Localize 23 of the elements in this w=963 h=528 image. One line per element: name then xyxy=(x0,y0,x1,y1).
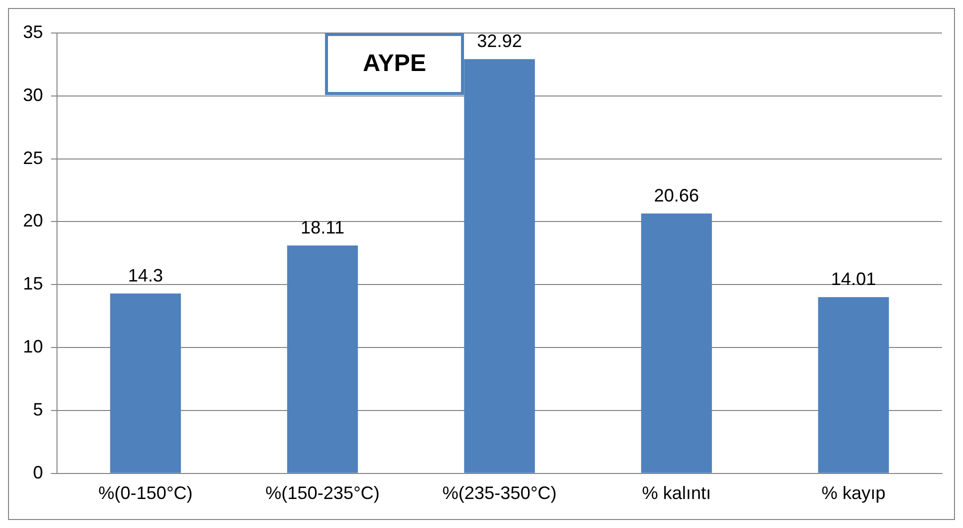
y-tick-label: 35 xyxy=(22,22,44,42)
data-label: 32.92 xyxy=(476,31,522,52)
x-tick-label: %(0-150°C) xyxy=(98,483,193,504)
x-tick-label: %(235-350°C) xyxy=(442,483,557,504)
y-tick-label: 5 xyxy=(33,399,44,420)
bar xyxy=(287,246,358,473)
bar xyxy=(641,213,712,473)
y-tick-label: 0 xyxy=(33,462,44,482)
data-label: 14.01 xyxy=(830,269,876,290)
bar xyxy=(110,293,181,473)
x-tick-label: %(150-235°C) xyxy=(265,483,380,504)
x-tick-label: % kalıntı xyxy=(642,483,712,504)
data-label: 14.3 xyxy=(128,265,164,286)
bar xyxy=(818,297,889,473)
data-label: 20.66 xyxy=(654,185,700,206)
y-tick-label: 10 xyxy=(22,336,44,357)
y-tick-label: 25 xyxy=(22,148,44,168)
data-label: 18.11 xyxy=(300,217,344,238)
text: AYPE xyxy=(325,33,464,95)
y-tick-label: 30 xyxy=(22,84,44,105)
y-tick-label: 20 xyxy=(22,210,44,231)
x-tick-label: % kayıp xyxy=(821,483,886,504)
y-tick-label: 15 xyxy=(22,274,44,294)
